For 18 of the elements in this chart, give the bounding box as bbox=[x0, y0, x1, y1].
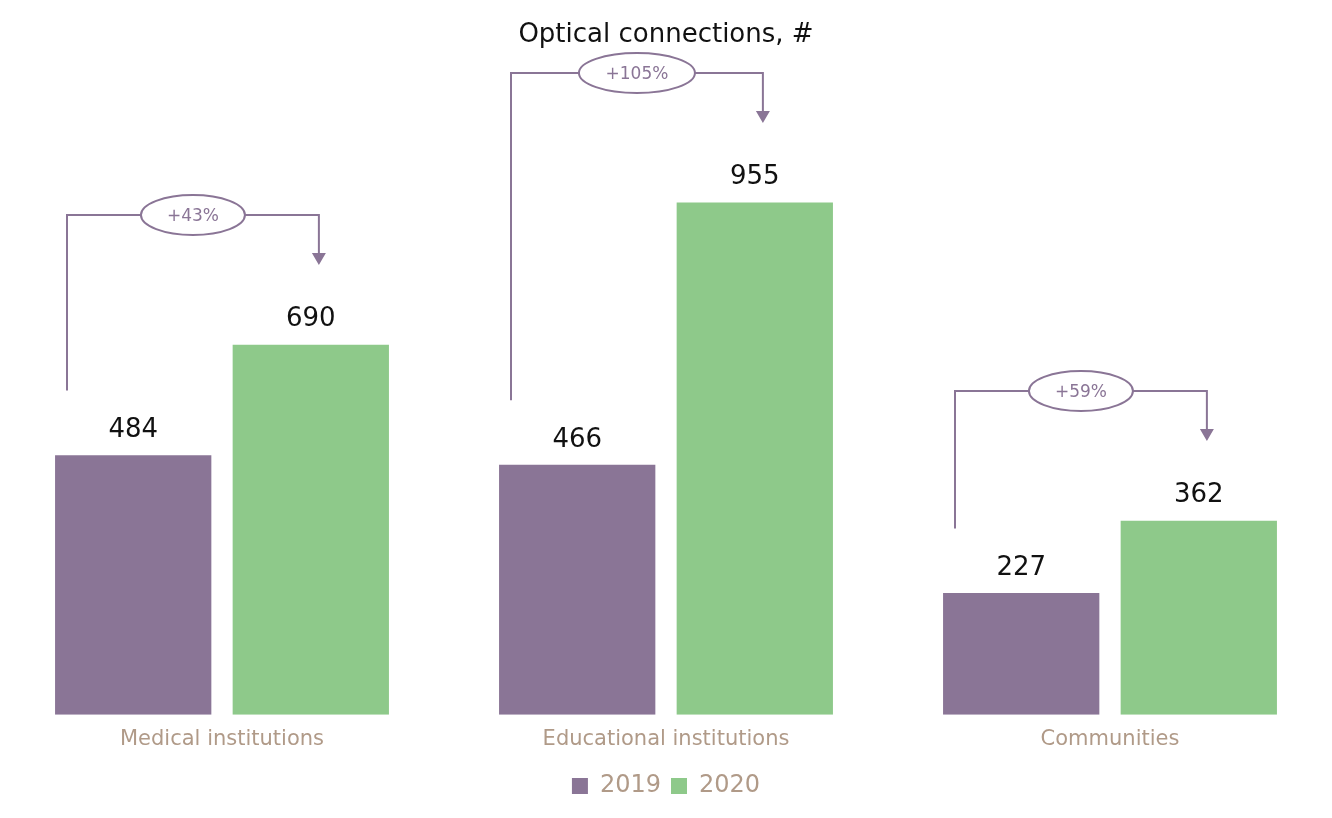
bar bbox=[55, 455, 212, 715]
text: +105% bbox=[605, 62, 669, 83]
legend-label: 2019 bbox=[599, 770, 661, 799]
annotation: +43% bbox=[166, 204, 220, 225]
data-label: 690 bbox=[285, 302, 336, 333]
x-tick-label: Medical institutions bbox=[120, 725, 324, 750]
data-label: 955 bbox=[729, 160, 780, 191]
x-tick-label: Educational institutions bbox=[542, 725, 790, 750]
bar bbox=[943, 593, 1100, 715]
chart-title: Optical connections, # bbox=[518, 18, 814, 49]
annotation: +59% bbox=[1054, 380, 1108, 401]
bar bbox=[499, 464, 656, 715]
data-label: 227 bbox=[996, 550, 1047, 581]
x-tick-label: Communities bbox=[1040, 725, 1180, 750]
data-label: 484 bbox=[108, 412, 159, 443]
data-label: 466 bbox=[552, 422, 603, 453]
data-label: 362 bbox=[1173, 478, 1224, 509]
legend-label: 2020 bbox=[699, 770, 761, 799]
